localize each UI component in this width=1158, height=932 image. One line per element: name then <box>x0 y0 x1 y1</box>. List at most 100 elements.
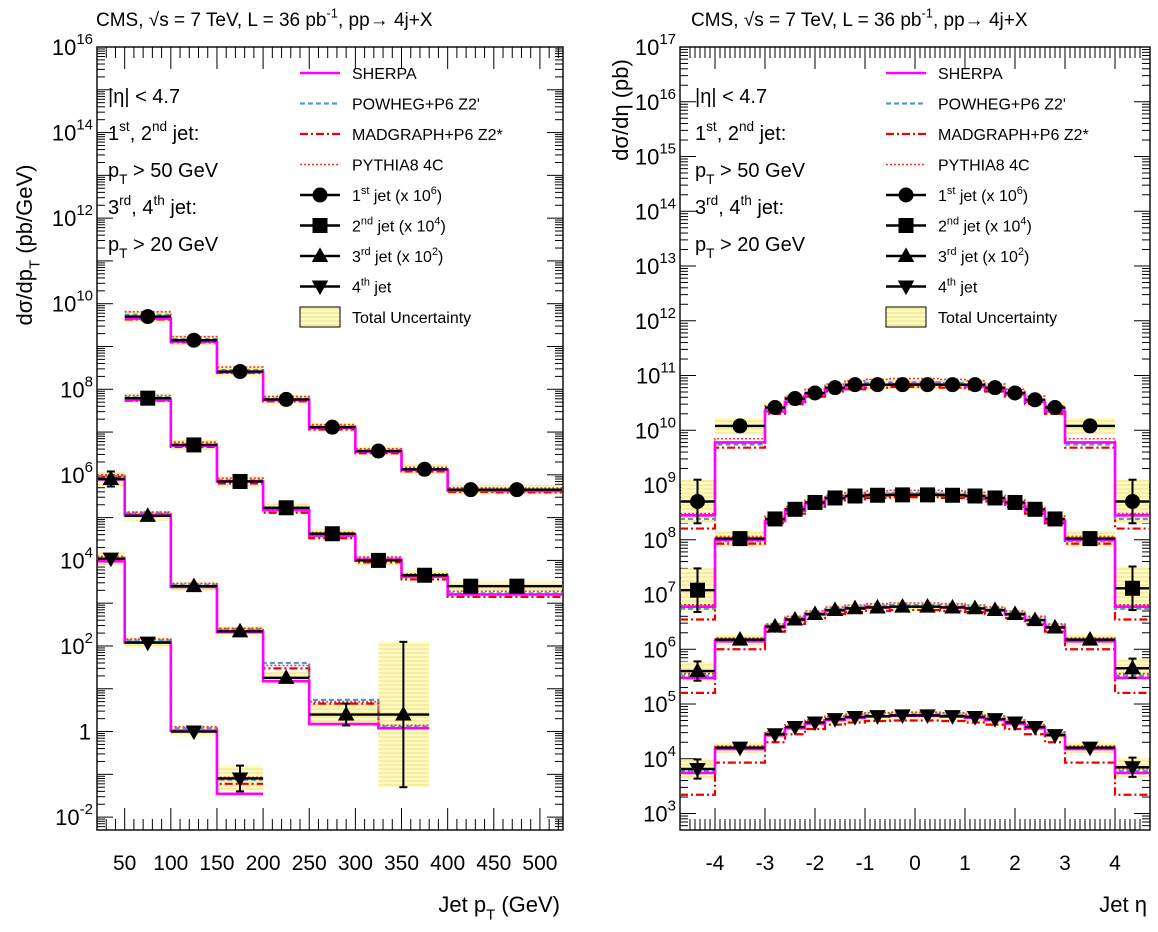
legend-item: 3rd jet (x 102) <box>886 246 1029 266</box>
data-point <box>232 473 248 489</box>
y-tick-label: 1012 <box>635 305 676 334</box>
legend-item: 1st jet (x 106) <box>886 185 1028 205</box>
legend-marker <box>898 187 914 203</box>
data-point <box>846 599 864 615</box>
data-point <box>337 705 355 721</box>
y-axis: 10-2 1 102 104 106 108 1010 1012 1014 1016 <box>52 31 563 831</box>
data-point <box>846 710 864 726</box>
x-axis-label: Jet pT (GeV) <box>438 892 560 924</box>
legend-swatch <box>299 306 341 328</box>
data-point <box>967 488 983 504</box>
data-point <box>806 716 824 732</box>
y-tick-label: 104 <box>60 544 93 573</box>
legend-marker <box>312 187 328 203</box>
legend-label: POWHEG+P6 Z2' <box>352 97 480 114</box>
data-point <box>766 728 784 743</box>
legend-label: PYTHIA8 4C <box>352 158 444 175</box>
data-point <box>395 705 412 721</box>
data-point <box>1047 511 1063 527</box>
data-point <box>919 709 936 725</box>
y-tick-label: 106 <box>60 459 93 488</box>
legend-item: PYTHIA8 4C <box>300 158 444 175</box>
annotation-line: 3rd, 4th jet: <box>108 193 197 219</box>
data-point <box>1026 611 1044 627</box>
x-tick-label: 4 <box>1109 852 1121 875</box>
data-point <box>1125 493 1140 509</box>
data-point <box>185 577 203 593</box>
data-point <box>944 598 961 614</box>
data-point <box>944 710 961 725</box>
data-point <box>690 493 705 509</box>
data-point <box>767 400 783 416</box>
x-axis: 50 100 150 200 250 300 350 400 450 500 <box>105 47 559 875</box>
y-axis-label-text: dσ/dη (pb) <box>608 59 633 161</box>
y-tick-label: 109 <box>643 469 676 498</box>
legend-label: Total Uncertainty <box>938 310 1057 327</box>
legend-item: 1st jet (x 106) <box>300 185 442 205</box>
legend-label: 4th jet <box>938 276 978 296</box>
x-tick-label: 150 <box>199 852 234 875</box>
x-tick-label: 300 <box>338 852 373 875</box>
data-point <box>1046 729 1064 744</box>
x-tick-label: 2 <box>1009 852 1021 875</box>
legend: SHERPA POWHEG+P6 Z2' MADGRAPH+P6 Z2* PYTHIA… <box>299 66 503 328</box>
y-axis-label: dσ/dη (pb) <box>608 59 633 161</box>
annotation-line: pT > 50 GeV <box>108 160 219 187</box>
y-axis-label: dσ/dpT (pb/GeV) <box>12 165 44 326</box>
data-point <box>232 364 248 380</box>
data-point <box>895 487 910 503</box>
annotation-line: pT > 20 GeV <box>695 234 806 261</box>
y-tick-label: 10-2 <box>55 801 93 830</box>
data-point <box>826 601 844 617</box>
data-point <box>895 377 910 393</box>
legend-label: PYTHIA8 4C <box>938 158 1030 175</box>
y-tick-label: 1013 <box>635 250 676 279</box>
data-point <box>827 490 843 506</box>
data-series <box>124 390 562 594</box>
x-tick-label: 200 <box>246 852 281 875</box>
annotation-line: |η| < 4.7 <box>695 86 767 108</box>
data-point <box>807 494 823 510</box>
data-point <box>1026 721 1044 736</box>
y-tick-label: 1014 <box>635 195 676 224</box>
data-point <box>787 391 803 407</box>
legend-label: 3rd jet (x 102) <box>938 246 1029 266</box>
x-tick-label: 1 <box>959 852 971 875</box>
legend-label: 3rd jet (x 102) <box>352 246 443 266</box>
data-point <box>1046 618 1064 634</box>
y-tick-label: 1011 <box>636 360 676 389</box>
legend-item: Total Uncertainty <box>299 306 471 328</box>
data-point <box>139 507 157 522</box>
data-point <box>869 710 886 725</box>
data-point <box>920 487 935 503</box>
legend-item: POWHEG+P6 Z2' <box>886 97 1066 114</box>
left-chart-pt: CMS, √s = 7 TeV, L = 36 pb-1, pp→ 4j+X10… <box>12 5 564 924</box>
legend-marker <box>897 280 915 296</box>
legend-item: SHERPA <box>300 66 417 83</box>
y-tick-label: 107 <box>643 579 676 608</box>
legend-label: 1st jet (x 106) <box>352 185 442 205</box>
data-point <box>766 617 784 633</box>
data-point <box>417 461 433 477</box>
data-point <box>463 578 479 594</box>
data-point <box>731 630 749 646</box>
data-point <box>231 772 249 788</box>
data-series <box>98 552 264 793</box>
x-tick-label: 250 <box>292 852 327 875</box>
data-point <box>417 567 433 583</box>
data-series <box>98 470 430 789</box>
data-point <box>370 552 386 568</box>
annotation-line: pT > 50 GeV <box>695 160 806 187</box>
data-point <box>919 598 936 613</box>
data-point <box>689 763 706 778</box>
x-tick-label: -2 <box>806 852 825 875</box>
legend-item: MADGRAPH+P6 Z2* <box>886 127 1089 144</box>
x-tick-label: -3 <box>756 852 775 875</box>
legend: SHERPA POWHEG+P6 Z2' MADGRAPH+P6 Z2* PYTHIA… <box>885 66 1089 328</box>
data-point <box>827 380 843 396</box>
legend-item: Total Uncertainty <box>885 306 1057 328</box>
data-point <box>186 437 202 453</box>
data-point <box>966 710 984 726</box>
x-tick-label: -4 <box>706 852 725 875</box>
x-tick-label: 3 <box>1059 852 1071 875</box>
